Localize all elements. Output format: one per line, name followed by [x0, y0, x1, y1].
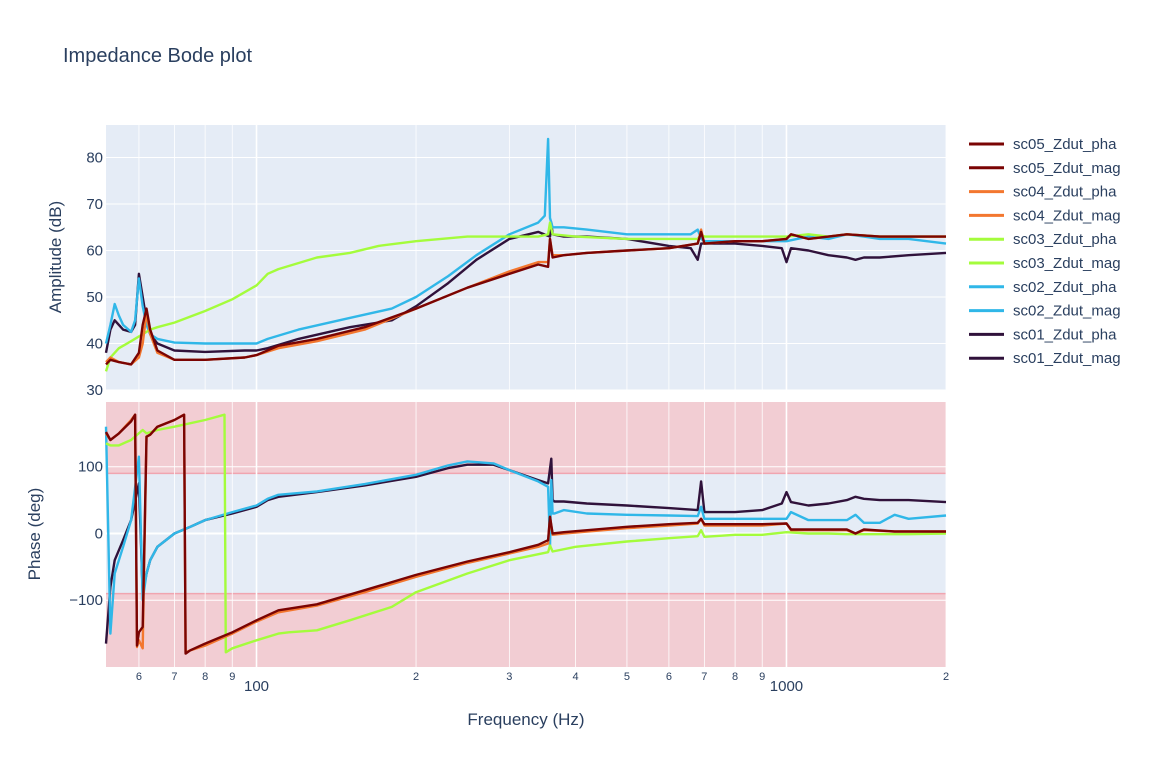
legend-label: sc03_Zdut_mag: [1013, 255, 1121, 272]
series-line-sc03_Zdut_mag: [104, 221, 946, 372]
legend-item-sc04_Zdut_pha[interactable]: sc04_Zdut_pha: [969, 184, 1117, 201]
legend-item-sc02_Zdut_mag[interactable]: sc02_Zdut_mag: [969, 303, 1121, 320]
x-tick-label: 2: [943, 671, 949, 683]
x-tick-label: 8: [732, 671, 738, 683]
amplitude-axis-title: Amplitude (dB): [46, 201, 65, 313]
x-tick-label: 4: [573, 671, 579, 683]
amplitude-subplot: 30 40 50 60 70 80 Amplitude (dB): [46, 125, 947, 399]
x-tick-label: 2: [413, 671, 419, 683]
y-tick-label: 40: [86, 336, 103, 353]
legend-item-sc01_Zdut_mag[interactable]: sc01_Zdut_mag: [969, 350, 1121, 367]
legend-item-sc02_Zdut_pha[interactable]: sc02_Zdut_pha: [969, 279, 1117, 296]
legend-item-sc01_Zdut_pha[interactable]: sc01_Zdut_pha: [969, 326, 1117, 343]
y-tick-label: 80: [86, 150, 103, 167]
x-tick-label: 6: [136, 671, 142, 683]
amplitude-plot-area: [106, 125, 946, 390]
legend-label: sc05_Zdut_pha: [1013, 136, 1117, 153]
x-tick-label: 3: [506, 671, 512, 683]
phase-subplot: −100 0 100 Phase (deg): [25, 402, 947, 667]
chart-title: Impedance Bode plot: [63, 45, 252, 67]
y-tick-label: 60: [86, 243, 103, 260]
series-line-sc05_Zdut_mag: [105, 230, 946, 366]
legend-label: sc02_Zdut_mag: [1013, 303, 1121, 320]
x-tick-label: 6: [666, 671, 672, 683]
y-tick-label: 70: [86, 196, 103, 213]
y-tick-label: 30: [86, 382, 103, 399]
legend-label: sc02_Zdut_pha: [1013, 279, 1117, 296]
y-tick-label: −100: [69, 592, 103, 609]
legend[interactable]: sc05_Zdut_pha sc05_Zdut_mag sc04_Zdut_phas…: [969, 136, 1121, 367]
y-tick-label: 100: [78, 459, 103, 476]
x-tick-label: 9: [759, 671, 765, 683]
series-line-sc03_Zdut_pha: [105, 413, 947, 654]
legend-label: sc01_Zdut_mag: [1013, 350, 1121, 367]
legend-item-sc05_Zdut_mag[interactable]: sc05_Zdut_mag: [969, 160, 1121, 177]
legend-label: sc01_Zdut_pha: [1013, 326, 1117, 343]
legend-item-sc03_Zdut_pha[interactable]: sc03_Zdut_pha: [969, 231, 1117, 248]
x-tick-label: 5: [624, 671, 630, 683]
series-line-sc02_Zdut_pha: [104, 426, 947, 635]
x-tick-label: 9: [229, 671, 235, 683]
legend-item-sc04_Zdut_mag[interactable]: sc04_Zdut_mag: [969, 207, 1121, 224]
x-tick-label: 1000: [770, 678, 803, 695]
phase-band-lower: [106, 593, 946, 667]
legend-label: sc03_Zdut_pha: [1013, 231, 1117, 248]
y-tick-label: 0: [95, 525, 103, 542]
legend-label: sc04_Zdut_mag: [1013, 207, 1121, 224]
x-tick-label: 8: [202, 671, 208, 683]
legend-label: sc04_Zdut_pha: [1013, 184, 1117, 201]
y-tick-label: 50: [86, 289, 103, 306]
phase-band-upper: [106, 402, 946, 474]
x-axis-title: Frequency (Hz): [467, 710, 584, 729]
legend-label: sc05_Zdut_mag: [1013, 160, 1121, 177]
phase-axis-title: Phase (deg): [25, 488, 44, 581]
x-tick-label: 100: [244, 678, 269, 695]
legend-item-sc03_Zdut_mag[interactable]: sc03_Zdut_mag: [969, 255, 1121, 272]
x-tick-label: 7: [701, 671, 707, 683]
x-tick-label: 7: [171, 671, 177, 683]
legend-item-sc05_Zdut_pha[interactable]: sc05_Zdut_pha: [969, 136, 1117, 153]
series-line-sc05_Zdut_pha: [104, 413, 946, 655]
series-line-sc01_Zdut_mag: [104, 221, 947, 354]
